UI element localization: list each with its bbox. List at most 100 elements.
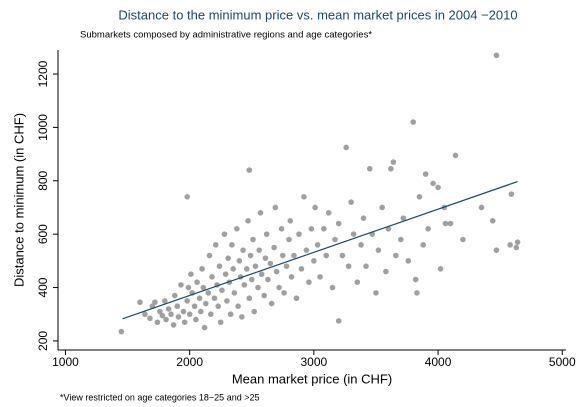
point (235, 303, 241, 310)
point (147, 315, 153, 322)
point (308, 226, 315, 232)
point (296, 231, 302, 237)
point (168, 311, 174, 318)
point (212, 242, 219, 248)
point (303, 247, 310, 253)
point (240, 247, 246, 253)
point (267, 260, 274, 267)
point (335, 318, 342, 324)
point (206, 252, 213, 259)
point (239, 314, 245, 320)
point (405, 258, 412, 264)
point (171, 292, 178, 299)
point (196, 295, 203, 302)
point (162, 298, 168, 304)
point (159, 312, 166, 319)
point (165, 306, 172, 312)
point (222, 271, 229, 277)
point (350, 231, 357, 237)
fit-line (122, 181, 518, 320)
point (430, 180, 436, 187)
point (276, 284, 282, 291)
point (198, 308, 204, 315)
point (184, 298, 190, 304)
point (248, 276, 255, 283)
point (142, 311, 148, 318)
point (420, 242, 426, 248)
point (348, 199, 354, 205)
chart-subtitle: Submarkets composed by administrative re… (80, 30, 372, 41)
point (243, 266, 250, 272)
point (360, 215, 367, 221)
point (174, 303, 181, 310)
point (170, 322, 177, 328)
point (298, 266, 305, 272)
point (252, 263, 259, 269)
point (224, 298, 230, 304)
point (137, 299, 143, 306)
point (314, 242, 321, 248)
point (272, 204, 279, 211)
point (236, 258, 243, 264)
point (157, 308, 163, 315)
point (414, 290, 420, 296)
point (312, 204, 318, 211)
y-tick-label: 1200 (36, 60, 50, 87)
point (225, 255, 231, 261)
point (273, 268, 280, 275)
point (152, 299, 158, 306)
point (216, 263, 223, 269)
point (278, 226, 285, 232)
point (188, 271, 194, 277)
point (230, 266, 236, 272)
point (301, 193, 307, 200)
point (493, 52, 500, 59)
point (163, 316, 169, 323)
point (227, 311, 234, 318)
point (329, 284, 336, 291)
point (256, 247, 263, 253)
y-tick-label: 200 (36, 331, 50, 351)
point (358, 242, 364, 248)
point (311, 258, 317, 264)
point (332, 236, 338, 243)
point (263, 231, 270, 237)
point (317, 274, 323, 280)
point (246, 167, 253, 173)
point (320, 226, 327, 232)
point (493, 247, 500, 253)
point (345, 263, 352, 269)
point (425, 226, 431, 232)
point (205, 290, 212, 296)
point (447, 220, 454, 227)
point (180, 308, 187, 315)
point (339, 252, 346, 259)
x-tick-label: 2000 (176, 355, 203, 369)
y-tick-label: 600 (36, 224, 50, 244)
point (261, 292, 267, 299)
point (288, 274, 295, 280)
point (286, 236, 292, 243)
point (154, 319, 161, 326)
point (291, 252, 297, 259)
point (194, 279, 200, 286)
point (323, 252, 330, 259)
point (452, 152, 459, 159)
point (373, 290, 379, 296)
point (410, 119, 417, 125)
point (246, 295, 253, 302)
point (437, 266, 444, 272)
point (215, 303, 222, 310)
point (175, 314, 182, 320)
point (231, 290, 238, 296)
x-tick-label: 3000 (301, 355, 328, 369)
point (118, 328, 125, 335)
y-axis-label: Distance to minimum (in CHF) (11, 113, 26, 287)
point (435, 184, 441, 191)
point (245, 218, 251, 224)
point (393, 252, 399, 259)
point (306, 279, 312, 286)
point (262, 255, 269, 261)
